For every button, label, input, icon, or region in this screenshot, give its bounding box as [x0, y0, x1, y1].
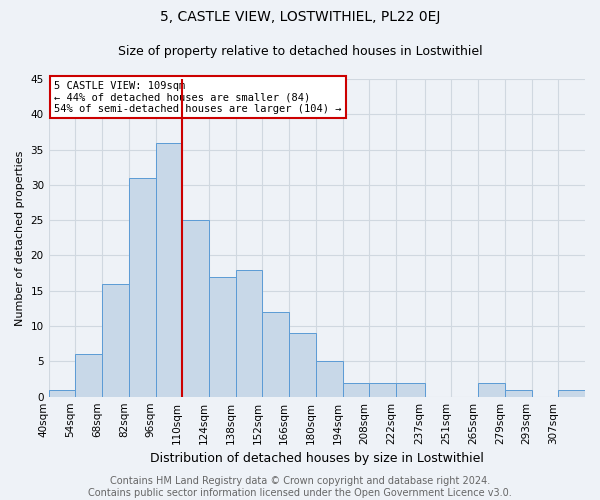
- Text: Contains HM Land Registry data © Crown copyright and database right 2024.
Contai: Contains HM Land Registry data © Crown c…: [88, 476, 512, 498]
- Bar: [209, 276, 236, 396]
- Bar: [155, 142, 182, 396]
- Bar: [396, 382, 425, 396]
- Bar: [289, 333, 316, 396]
- Bar: [76, 354, 102, 397]
- Bar: [478, 382, 505, 396]
- Y-axis label: Number of detached properties: Number of detached properties: [15, 150, 25, 326]
- Bar: [129, 178, 155, 396]
- Bar: [316, 362, 343, 396]
- Bar: [182, 220, 209, 396]
- Text: 5 CASTLE VIEW: 109sqm
← 44% of detached houses are smaller (84)
54% of semi-deta: 5 CASTLE VIEW: 109sqm ← 44% of detached …: [54, 80, 341, 114]
- Bar: [236, 270, 262, 396]
- Text: Size of property relative to detached houses in Lostwithiel: Size of property relative to detached ho…: [118, 45, 482, 58]
- Bar: [558, 390, 585, 396]
- Bar: [343, 382, 370, 396]
- Bar: [370, 382, 396, 396]
- Bar: [262, 312, 289, 396]
- Bar: [505, 390, 532, 396]
- Bar: [49, 390, 76, 396]
- X-axis label: Distribution of detached houses by size in Lostwithiel: Distribution of detached houses by size …: [150, 452, 484, 465]
- Text: 5, CASTLE VIEW, LOSTWITHIEL, PL22 0EJ: 5, CASTLE VIEW, LOSTWITHIEL, PL22 0EJ: [160, 10, 440, 24]
- Bar: [102, 284, 129, 397]
